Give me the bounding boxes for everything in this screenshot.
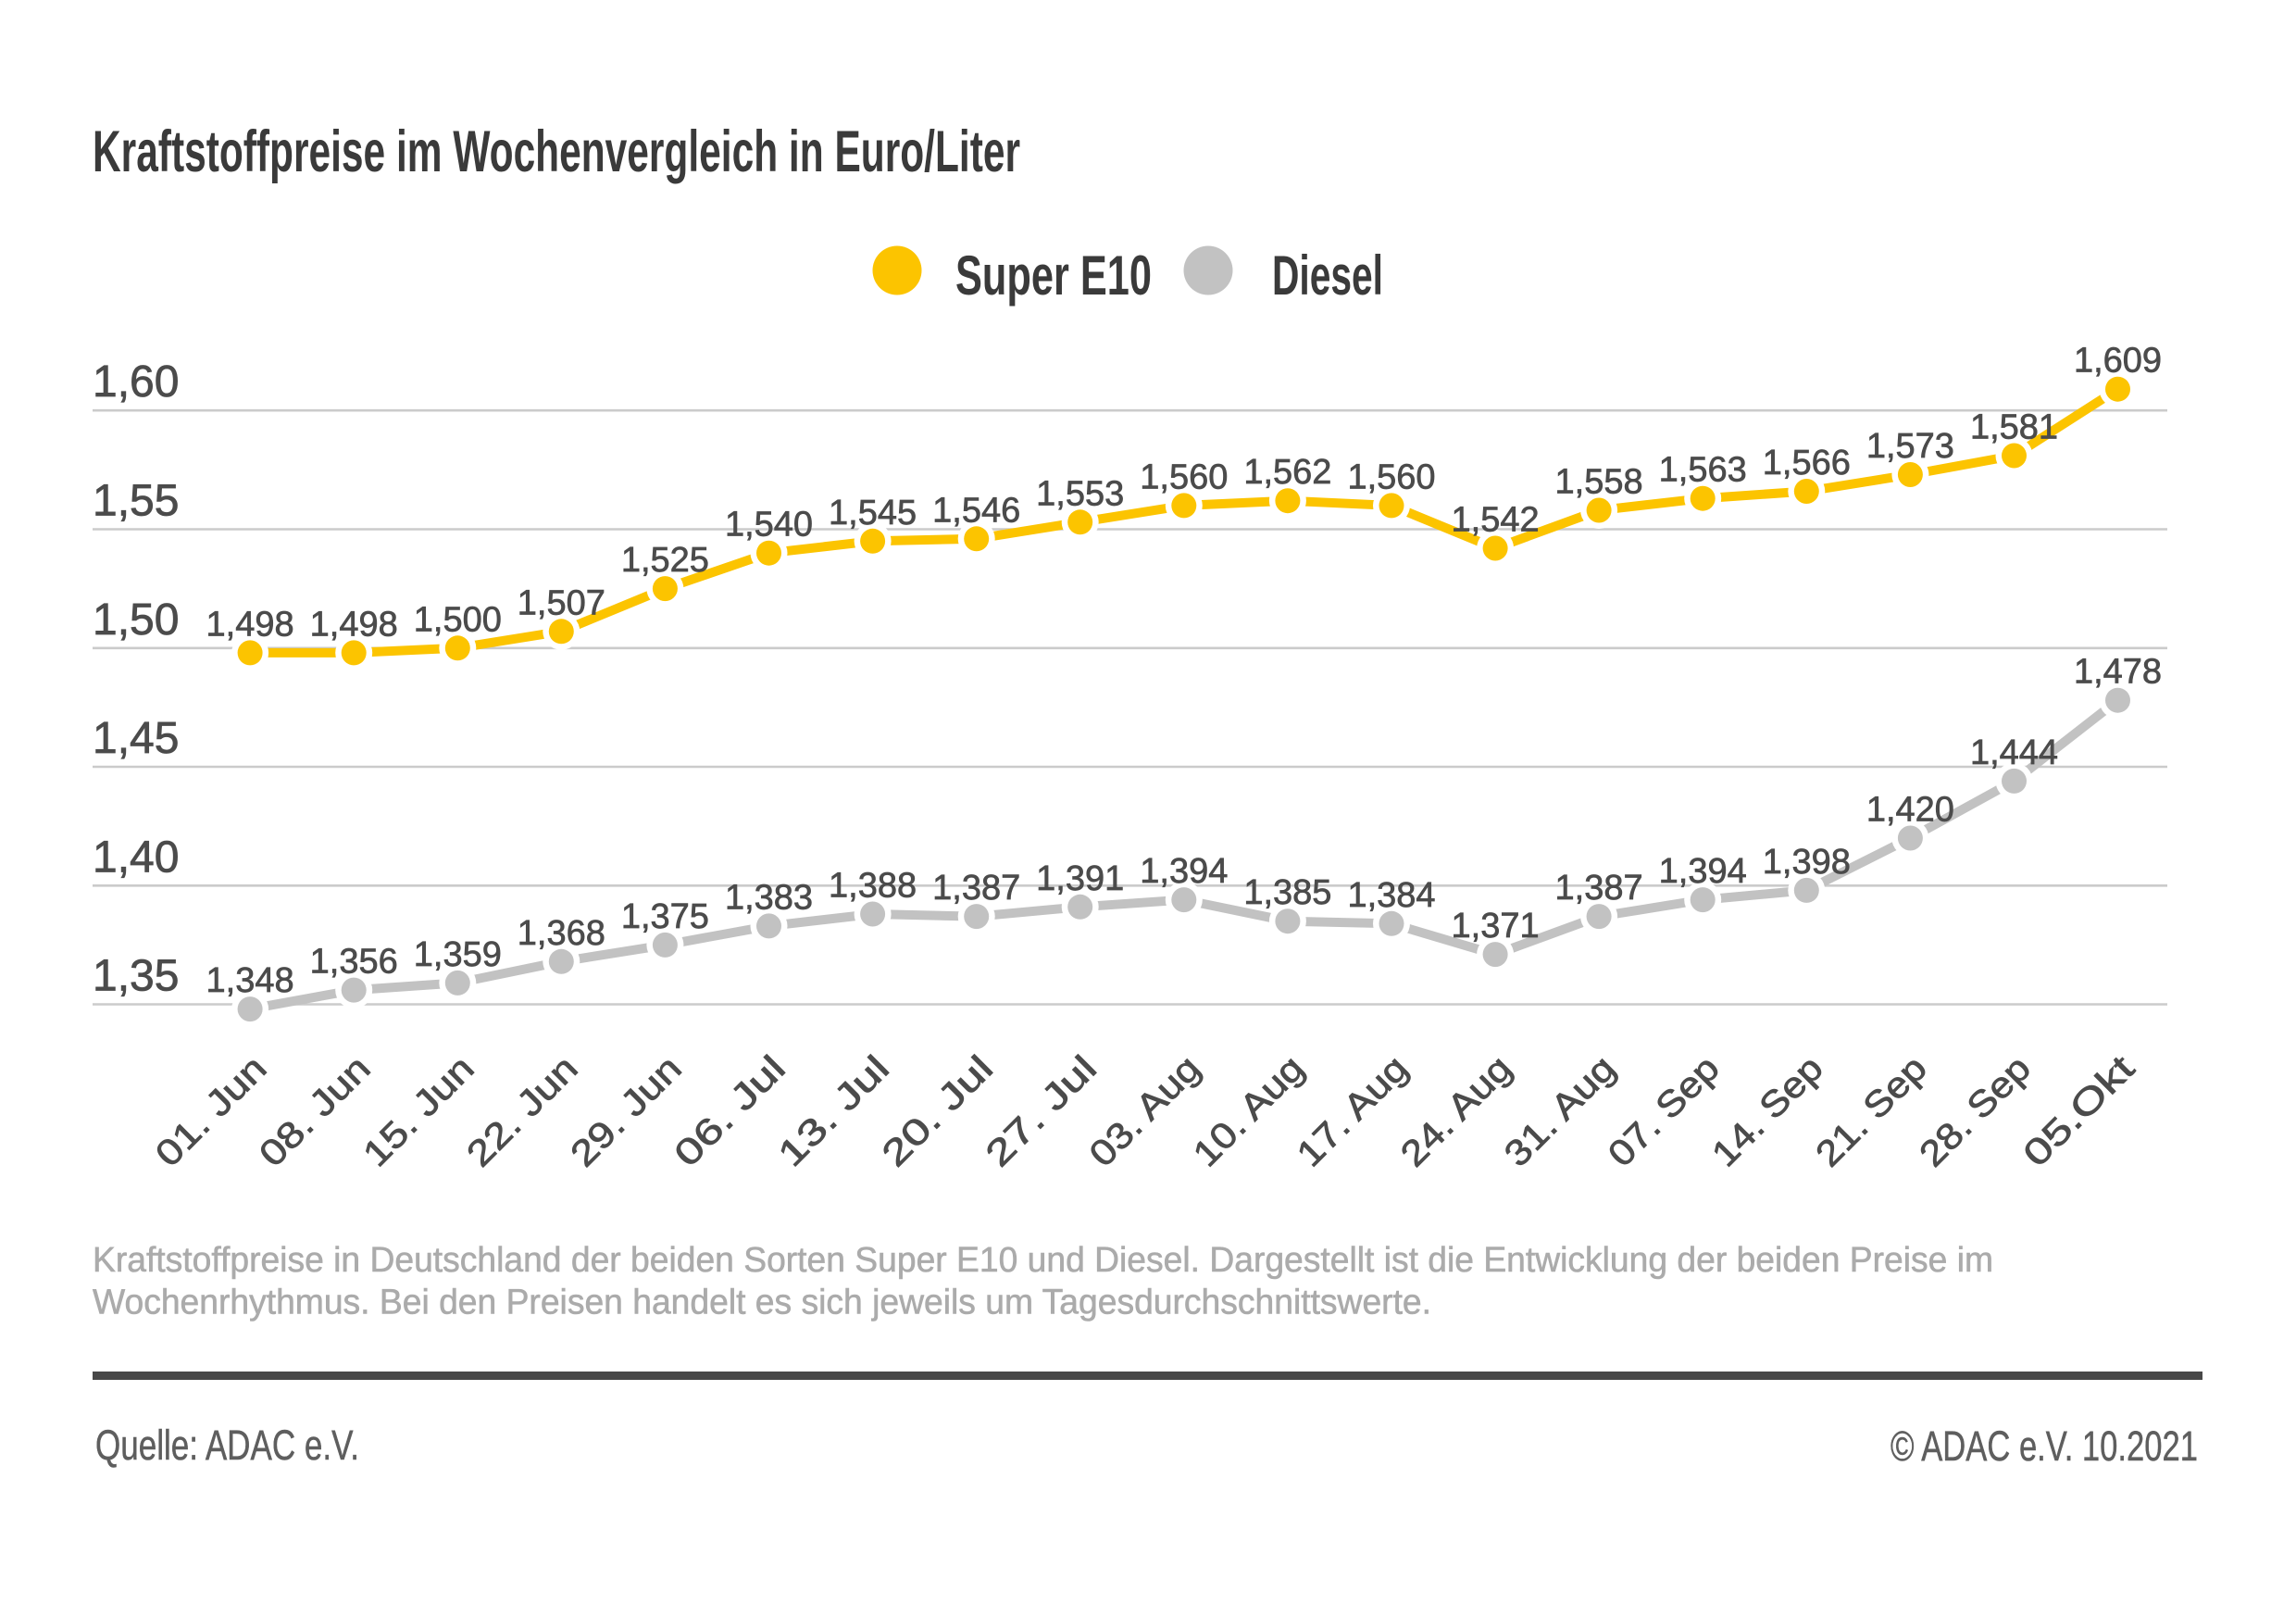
svg-text:Quelle: ADAC e.V.: Quelle: ADAC e.V. (95, 1422, 359, 1469)
svg-text:1,371: 1,371 (1452, 907, 1540, 946)
svg-text:1,387: 1,387 (932, 869, 1020, 908)
svg-text:1,398: 1,398 (1763, 843, 1851, 882)
svg-text:1,375: 1,375 (621, 897, 709, 936)
svg-text:1,566: 1,566 (1763, 444, 1851, 482)
svg-text:Kraftstoffpreise im Wochenverg: Kraftstoffpreise im Wochenvergleich in E… (93, 119, 1020, 184)
svg-text:1,553: 1,553 (1036, 474, 1124, 513)
svg-text:© ADAC e.V. 10.2021: © ADAC e.V. 10.2021 (1890, 1422, 2198, 1470)
svg-text:1,348: 1,348 (206, 961, 294, 1000)
svg-text:1,388: 1,388 (829, 867, 917, 906)
svg-text:Super E10: Super E10 (955, 244, 1152, 307)
svg-text:1,609: 1,609 (2074, 342, 2162, 381)
svg-text:1,498: 1,498 (206, 605, 294, 644)
svg-text:1,40: 1,40 (93, 833, 179, 882)
svg-text:1,383: 1,383 (725, 878, 813, 917)
svg-text:1,394: 1,394 (1140, 852, 1228, 891)
svg-text:1,387: 1,387 (1555, 869, 1643, 908)
svg-text:1,385: 1,385 (1243, 873, 1331, 912)
svg-text:1,560: 1,560 (1347, 457, 1435, 496)
svg-text:1,359: 1,359 (414, 935, 502, 974)
svg-text:1,581: 1,581 (1970, 408, 2058, 447)
svg-text:1,507: 1,507 (518, 583, 605, 622)
svg-text:1,560: 1,560 (1140, 457, 1228, 496)
svg-text:1,60: 1,60 (93, 357, 179, 407)
svg-text:1,545: 1,545 (829, 494, 917, 532)
svg-text:1,368: 1,368 (518, 914, 605, 953)
svg-text:1,498: 1,498 (310, 605, 398, 644)
svg-text:Diesel: Diesel (1272, 244, 1383, 307)
svg-text:1,546: 1,546 (932, 491, 1020, 530)
svg-text:Kraftstoffpreise in Deutschlan: Kraftstoffpreise in Deutschland der beid… (93, 1241, 1993, 1280)
svg-text:1,542: 1,542 (1452, 501, 1540, 540)
svg-text:1,444: 1,444 (1970, 733, 2058, 772)
svg-text:1,540: 1,540 (725, 506, 813, 545)
svg-text:1,394: 1,394 (1659, 852, 1747, 891)
svg-text:Wochenrhythmus. Bei den Preise: Wochenrhythmus. Bei den Preisen handelt … (93, 1284, 1431, 1322)
svg-text:1,558: 1,558 (1555, 463, 1643, 502)
svg-text:1,420: 1,420 (1866, 791, 1954, 830)
svg-text:1,55: 1,55 (93, 477, 179, 526)
svg-text:1,500: 1,500 (414, 600, 502, 639)
svg-text:1,50: 1,50 (93, 595, 179, 645)
svg-text:1,563: 1,563 (1659, 451, 1747, 490)
svg-text:1,45: 1,45 (93, 714, 179, 763)
svg-text:1,573: 1,573 (1866, 427, 1954, 466)
svg-text:1,525: 1,525 (621, 541, 709, 580)
svg-text:1,562: 1,562 (1243, 453, 1331, 492)
svg-text:1,35: 1,35 (93, 952, 179, 1001)
svg-text:1,356: 1,356 (310, 943, 398, 982)
svg-text:1,391: 1,391 (1036, 859, 1124, 898)
svg-text:1,384: 1,384 (1347, 876, 1435, 915)
svg-text:1,478: 1,478 (2074, 653, 2162, 692)
